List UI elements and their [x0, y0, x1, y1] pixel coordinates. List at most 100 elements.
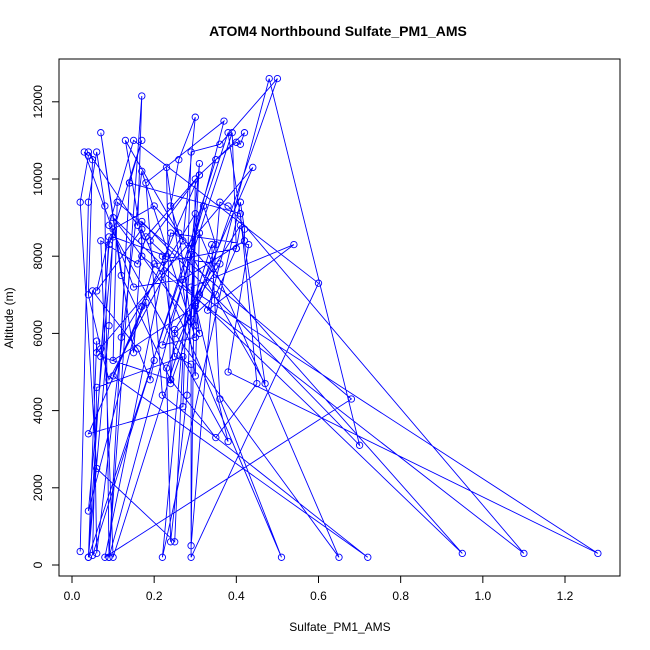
data-point [97, 129, 105, 137]
data-point [93, 383, 101, 392]
x-tick-label: 0.4 [228, 589, 245, 603]
data-point [191, 302, 199, 311]
y-tick-label: 8000 [31, 243, 45, 270]
data-point [88, 156, 97, 164]
data-point [195, 329, 204, 338]
data-point [171, 329, 179, 338]
data-point [146, 237, 154, 245]
data-point [125, 179, 134, 187]
data-point [138, 136, 146, 145]
data-point [80, 148, 88, 156]
data-point [113, 198, 121, 206]
data-point [138, 237, 146, 245]
data-point [142, 179, 150, 187]
data-point [97, 352, 105, 361]
data-point [117, 333, 125, 341]
data-point [105, 553, 113, 561]
x-tick-label: 1.0 [474, 589, 491, 603]
data-point [138, 92, 146, 100]
series-line [79, 78, 599, 559]
data-point [109, 356, 117, 365]
data-point [109, 553, 117, 561]
data-point [129, 349, 138, 357]
y-tick-label: 10000 [31, 162, 45, 196]
data-point [84, 152, 93, 160]
data-point [187, 542, 195, 550]
data-point [117, 271, 125, 280]
x-tick-label: 0.2 [146, 589, 163, 603]
data-point [93, 287, 101, 295]
data-point [166, 376, 175, 384]
data-point [236, 140, 245, 148]
data-point [105, 221, 113, 229]
data-point [249, 163, 257, 172]
data-point [520, 549, 528, 558]
data-point [105, 376, 113, 384]
data-point [93, 464, 101, 473]
data-point [191, 210, 199, 218]
data-point [191, 372, 199, 380]
y-tick-label: 0 [31, 561, 45, 568]
data-point [121, 136, 130, 145]
data-point [216, 198, 224, 206]
data-point [150, 356, 158, 365]
data-point [105, 233, 113, 241]
data-point [314, 279, 323, 287]
data-point [240, 129, 249, 137]
x-tick-label: 0.6 [310, 589, 327, 603]
data-point [138, 217, 146, 226]
data-point [166, 202, 175, 210]
data-point [594, 549, 602, 558]
data-point [187, 360, 195, 368]
data-point [109, 233, 117, 241]
data-point [179, 275, 187, 284]
data-point [105, 322, 113, 330]
data-point [105, 240, 113, 249]
data-point [101, 553, 109, 561]
data-point [187, 244, 195, 253]
data-point [97, 237, 105, 245]
data-point [364, 553, 372, 561]
data-point [158, 553, 167, 561]
data-point [138, 167, 146, 175]
data-point [84, 553, 93, 561]
data-point [93, 349, 101, 357]
data-point [166, 229, 175, 237]
data-point [158, 341, 167, 349]
data-point [171, 325, 179, 334]
data-point [245, 240, 253, 249]
data-point [158, 252, 167, 260]
data-point [191, 333, 199, 341]
data-point [191, 175, 199, 183]
series-layer [76, 74, 602, 561]
data-point [191, 322, 199, 330]
data-point [142, 233, 150, 241]
data-point [273, 74, 282, 83]
data-point [88, 551, 97, 560]
data-point [162, 252, 171, 260]
data-point [261, 379, 269, 388]
data-point [240, 225, 249, 233]
data-point [134, 221, 142, 229]
data-point [134, 260, 142, 268]
data-point [232, 244, 240, 253]
data-point [84, 291, 93, 299]
data-point [216, 260, 224, 268]
data-point [129, 136, 138, 145]
data-point [195, 291, 204, 299]
data-point [265, 74, 273, 83]
data-point [166, 538, 175, 546]
y-tick-label: 12000 [31, 85, 45, 119]
data-point [253, 379, 261, 388]
data-point [179, 237, 187, 245]
data-point [150, 260, 158, 268]
data-point [277, 553, 286, 561]
y-axis: 0 2000 4000 6000 8000 10000 12000 [31, 85, 60, 568]
data-point [97, 345, 105, 353]
data-point [84, 430, 93, 438]
data-point [236, 221, 245, 229]
data-point [171, 538, 179, 546]
data-point [171, 352, 179, 361]
y-axis-label: Altitude (m) [2, 287, 16, 348]
data-point [458, 549, 466, 558]
